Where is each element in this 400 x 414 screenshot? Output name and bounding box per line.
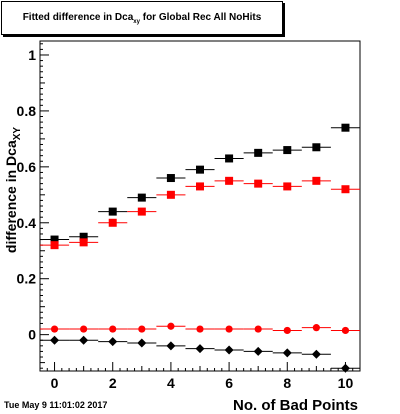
series-0-point: [137, 193, 146, 202]
series-2-point: [109, 325, 117, 333]
series-3-point: [340, 363, 350, 373]
series-3-point: [108, 337, 118, 347]
series-0-point: [196, 165, 204, 174]
series-3-point: [282, 348, 292, 358]
x-tick-label: 10: [338, 375, 354, 391]
series-3-point: [137, 338, 147, 348]
series-2-point: [50, 325, 59, 333]
series-3-point: [311, 349, 321, 359]
series-1-point: [79, 238, 88, 247]
title-prefix: Fitted difference in Dca: [22, 12, 134, 23]
series-0-point: [225, 154, 234, 163]
series-1-point: [341, 185, 350, 194]
series-2-point: [138, 325, 146, 333]
series-1-point: [166, 190, 175, 199]
y-axis-label: difference in DcaXY: [3, 127, 23, 253]
x-tick-label: 2: [109, 375, 117, 391]
x-tick-label: 4: [167, 375, 175, 391]
series-0-point: [254, 148, 263, 157]
series-2-point: [312, 324, 320, 332]
y-tick-label: 1: [28, 47, 36, 63]
series-0-point: [166, 174, 175, 183]
series-2-point: [254, 325, 262, 333]
series-3-point: [195, 344, 205, 354]
title-suffix: for Global Rec All NoHits: [139, 12, 262, 23]
y-tick-label: 0.4: [17, 215, 37, 231]
series-3-point: [79, 335, 89, 345]
series-1-point: [137, 207, 146, 216]
series-1-point: [108, 218, 117, 227]
series-3-point: [166, 341, 176, 351]
series-0-point: [79, 232, 88, 241]
series-1-point: [254, 179, 263, 188]
chart-title: Fitted difference in Dcaxy for Global Re…: [2, 12, 282, 25]
series-1-point: [225, 176, 234, 185]
title-box: Fitted difference in Dcaxy for Global Re…: [1, 1, 283, 35]
x-tick-label: 0: [51, 375, 59, 391]
timestamp: Tue May 9 11:01:02 2017: [4, 400, 108, 410]
series-2-point: [341, 326, 350, 335]
series-3-point: [253, 346, 263, 356]
title-subscript: xy: [133, 19, 140, 25]
y-tick-label: 0.6: [17, 159, 37, 175]
series-3-point: [50, 335, 60, 345]
series-0-point: [283, 146, 292, 155]
x-tick-label: 8: [283, 375, 291, 391]
y-tick-label: 0: [28, 327, 36, 343]
y-axis-label-main: difference in Dca: [3, 140, 19, 253]
series-2-point: [196, 325, 204, 333]
series-0-point: [50, 235, 59, 244]
y-tick-label: 0.8: [17, 103, 37, 119]
plot-frame: [39, 40, 361, 372]
series-1-point: [196, 182, 204, 191]
series-2-point: [167, 322, 175, 330]
y-tick-label: 0.2: [17, 271, 37, 287]
x-axis-label: No. of Bad Points: [233, 397, 358, 414]
series-0-point: [312, 143, 321, 152]
series-1-point: [312, 176, 321, 185]
series-2-point: [80, 325, 88, 333]
series-1-point: [50, 241, 59, 250]
series-0-point: [341, 123, 350, 132]
x-tick-label: 6: [225, 375, 233, 391]
series-2-point: [283, 326, 291, 335]
series-2-point: [225, 325, 233, 333]
series-1-point: [283, 182, 292, 191]
series-0-point: [108, 207, 117, 216]
y-axis-label-sub: XY: [12, 127, 23, 141]
series-3-point: [224, 345, 234, 355]
